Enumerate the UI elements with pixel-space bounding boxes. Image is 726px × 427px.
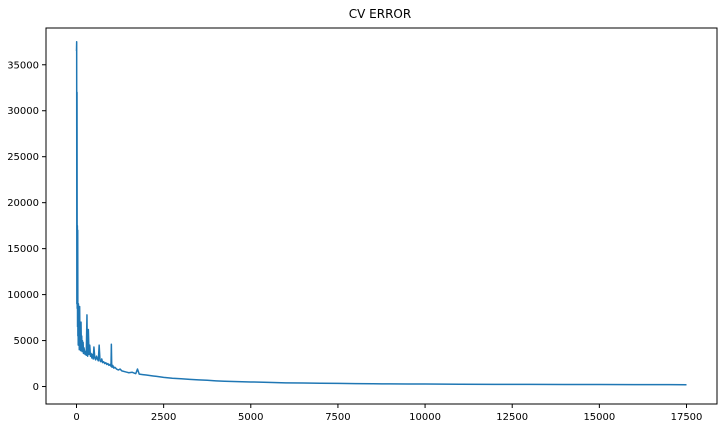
y-tick-label: 20000 [7, 198, 39, 209]
x-tick-label: 0 [73, 412, 79, 423]
x-tick-label: 2500 [151, 412, 176, 423]
x-axis: 0 2500 5000 7500 10000 12500 15000 17500 [73, 404, 702, 423]
y-tick-label: 15000 [7, 244, 39, 255]
y-tick-label: 10000 [7, 290, 39, 301]
chart-title: CV ERROR [349, 7, 411, 21]
x-tick-label: 17500 [671, 412, 703, 423]
y-tick-label: 30000 [7, 106, 39, 117]
x-tick-label: 12500 [496, 412, 528, 423]
y-axis: 0 5000 10000 15000 20000 25000 30000 35000 [7, 60, 46, 393]
y-tick-label: 35000 [7, 60, 39, 71]
y-tick-label: 0 [33, 382, 39, 393]
x-tick-label: 7500 [325, 412, 350, 423]
y-tick-label: 25000 [7, 152, 39, 163]
y-tick-label: 5000 [14, 336, 39, 347]
cv-error-line [75, 41, 687, 386]
x-tick-label: 15000 [583, 412, 615, 423]
x-tick-label: 5000 [238, 412, 263, 423]
x-tick-label: 10000 [409, 412, 441, 423]
plot-area-frame [45, 27, 718, 405]
